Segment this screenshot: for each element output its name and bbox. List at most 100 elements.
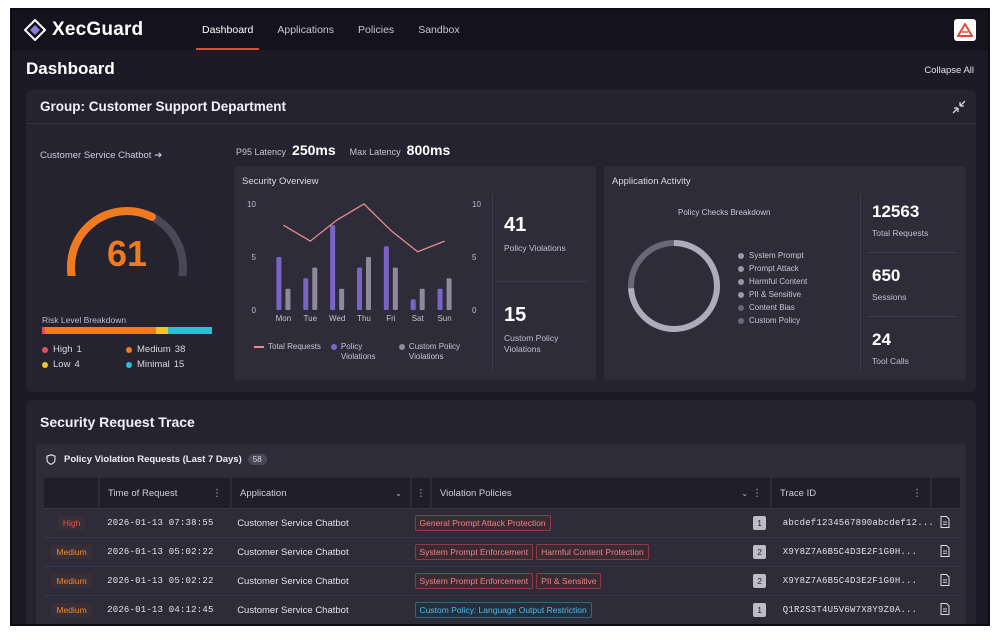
donut-legend-label: System Prompt	[749, 251, 804, 260]
document-icon[interactable]	[940, 573, 950, 586]
legend-line-swatch	[254, 346, 264, 348]
collapse-all-button[interactable]: Collapse All	[924, 65, 974, 76]
max-latency-label: Max Latency	[349, 147, 401, 157]
x-tick-label: Mon	[276, 314, 292, 323]
logo[interactable]: XecGuard	[24, 19, 174, 41]
policies-cell: System Prompt Enforcement PII & Sensitive	[407, 573, 754, 589]
trace-panel: Security Request Trace Policy Violation …	[26, 400, 976, 624]
risk-cell: High	[44, 516, 99, 530]
tab-dashboard[interactable]: Dashboard	[190, 10, 265, 50]
bar-policy-violations	[330, 225, 336, 310]
stat-custom-policy-violations: 15 Custom Policy Violations	[504, 304, 584, 355]
xecguard-logo-icon	[24, 19, 46, 41]
bar-custom-policy-violations	[312, 267, 318, 310]
risk-bar-segment-high	[42, 327, 45, 334]
col-application-label: Application	[240, 488, 287, 499]
column-menu-icon[interactable]: ⋮	[212, 488, 222, 499]
y-tick-left: 10	[247, 200, 256, 209]
stat-label: Tool Calls	[872, 356, 909, 366]
policy-tag[interactable]: PII & Sensitive	[536, 573, 602, 589]
col-policies-header[interactable]: Violation Policies ⌄ ⋮	[432, 478, 772, 509]
time-cell: 2026-01-13 07:38:55	[107, 518, 214, 528]
column-menu-icon[interactable]: ⋮	[912, 488, 922, 499]
donut-legend-dot	[738, 278, 744, 285]
stat-label: Sessions	[872, 292, 907, 302]
time-cell: 2026-01-13 05:02:22	[107, 547, 214, 557]
col-application-header[interactable]: Application ⌄	[232, 478, 412, 509]
column-menu-icon[interactable]: ⋮	[416, 488, 426, 499]
risk-count-high: 1	[76, 344, 82, 355]
policies-cell: Custom Policy: Language Output Restricti…	[407, 602, 754, 618]
group-header: Group: Customer Support Department	[26, 90, 976, 124]
policy-tag[interactable]: General Prompt Attack Protection	[414, 515, 551, 531]
document-icon[interactable]	[940, 602, 950, 615]
y-tick-right: 0	[472, 306, 477, 315]
app-window: XecGuard Dashboard Applications Policies…	[10, 8, 990, 626]
risk-item-medium: Medium 38	[126, 344, 216, 355]
app-name: XecGuard	[52, 19, 144, 40]
column-menu-cell[interactable]: ⋮	[412, 478, 432, 509]
bar-policy-violations	[437, 288, 443, 310]
shield-icon	[46, 454, 56, 465]
col-trace-header[interactable]: Trace ID ⋮	[772, 478, 932, 509]
brand-badge[interactable]	[954, 19, 976, 41]
column-menu-icon[interactable]: ⋮	[752, 488, 762, 499]
risk-label-minimal: Minimal	[137, 359, 170, 370]
risk-label-high: High	[53, 344, 73, 355]
tab-policies[interactable]: Policies	[358, 24, 395, 36]
policy-tag[interactable]: System Prompt Enforcement	[414, 544, 534, 560]
table-row[interactable]: Medium 2026-01-13 05:02:22 Customer Servic…	[44, 538, 960, 567]
bar-policy-violations	[357, 267, 362, 310]
app-link[interactable]: Customer Service Chatbot ➔	[40, 150, 162, 161]
policy-tag[interactable]: System Prompt Enforcement	[414, 573, 534, 589]
col-time-header[interactable]: Time of Request ⋮	[100, 478, 232, 509]
table-row[interactable]: High 2026-01-13 07:38:55 Customer Service …	[44, 509, 960, 538]
donut-legend-dot	[738, 317, 744, 324]
col-time-label: Time of Request	[108, 488, 178, 499]
group-title: Group: Customer Support Department	[40, 99, 287, 114]
line-total-requests	[283, 203, 445, 253]
col-trace-label: Trace ID	[780, 488, 817, 499]
policy-count-badge: 2	[753, 545, 767, 559]
trace-id-cell[interactable]: X9Y8Z7A6B5C4D3E2F1G0H...	[782, 547, 918, 557]
donut-legend-label: PII & Sensitive	[749, 290, 802, 299]
table-row[interactable]: Medium 2026-01-13 05:02:22 Customer Servic…	[44, 567, 960, 596]
document-icon[interactable]	[940, 515, 950, 528]
chevron-down-icon[interactable]: ⌄	[741, 489, 748, 498]
risk-count-medium: 38	[174, 344, 186, 355]
application-activity-card: Application Activity Policy Checks Break…	[604, 166, 966, 380]
minimize-icon[interactable]	[952, 100, 966, 114]
risk-gauge	[67, 207, 187, 276]
policy-tag[interactable]: Harmful Content Protection	[536, 544, 649, 560]
donut-legend-item: PII & Sensitive	[738, 288, 807, 301]
tab-applications[interactable]: Applications	[277, 24, 334, 36]
security-overview-title: Security Overview	[242, 176, 319, 187]
p95-latency-label: P95 Latency	[236, 147, 287, 157]
chevron-down-icon[interactable]: ⌄	[395, 489, 402, 498]
policy-count-badge: 1	[753, 603, 767, 617]
trace-title: Security Request Trace	[40, 414, 195, 430]
nav-tabs: Dashboard Applications Policies Sandbox	[190, 10, 472, 50]
tab-sandbox[interactable]: Sandbox	[418, 24, 460, 36]
policy-count-cell: 2	[753, 545, 775, 559]
stat-value: 12563	[872, 202, 920, 221]
divider	[492, 194, 493, 370]
col-policies-label: Violation Policies	[440, 488, 512, 499]
risk-badge: Medium	[51, 603, 92, 617]
policy-tag[interactable]: Custom Policy: Language Output Restricti…	[414, 602, 592, 618]
trace-id-cell[interactable]: X9Y8Z7A6B5C4D3E2F1G0H...	[782, 576, 918, 586]
legend-dot-swatch	[330, 344, 337, 350]
document-icon[interactable]	[940, 544, 950, 557]
policy-count-cell: 1	[753, 516, 775, 530]
x-tick-label: Sun	[437, 314, 451, 323]
donut-ring-segment	[628, 240, 720, 332]
table-row[interactable]: Medium 2026-01-13 04:12:45 Customer Servic…	[44, 596, 960, 624]
application-cell: Customer Service Chatbot	[237, 575, 349, 587]
trace-id-cell[interactable]: Q1R2S3T4U5V6W7X8Y9Z0A...	[782, 605, 918, 615]
donut-legend-item: Custom Policy	[738, 314, 807, 327]
bar-policy-violations	[383, 246, 389, 310]
donut-legend-item: Prompt Attack	[738, 262, 807, 275]
stat-total-requests: 12563 Total Requests	[872, 202, 928, 239]
policy-violation-box: Policy Violation Requests (Last 7 Days) …	[36, 444, 966, 624]
trace-id-cell[interactable]: abcdef1234567890abcdef12...	[782, 518, 933, 528]
